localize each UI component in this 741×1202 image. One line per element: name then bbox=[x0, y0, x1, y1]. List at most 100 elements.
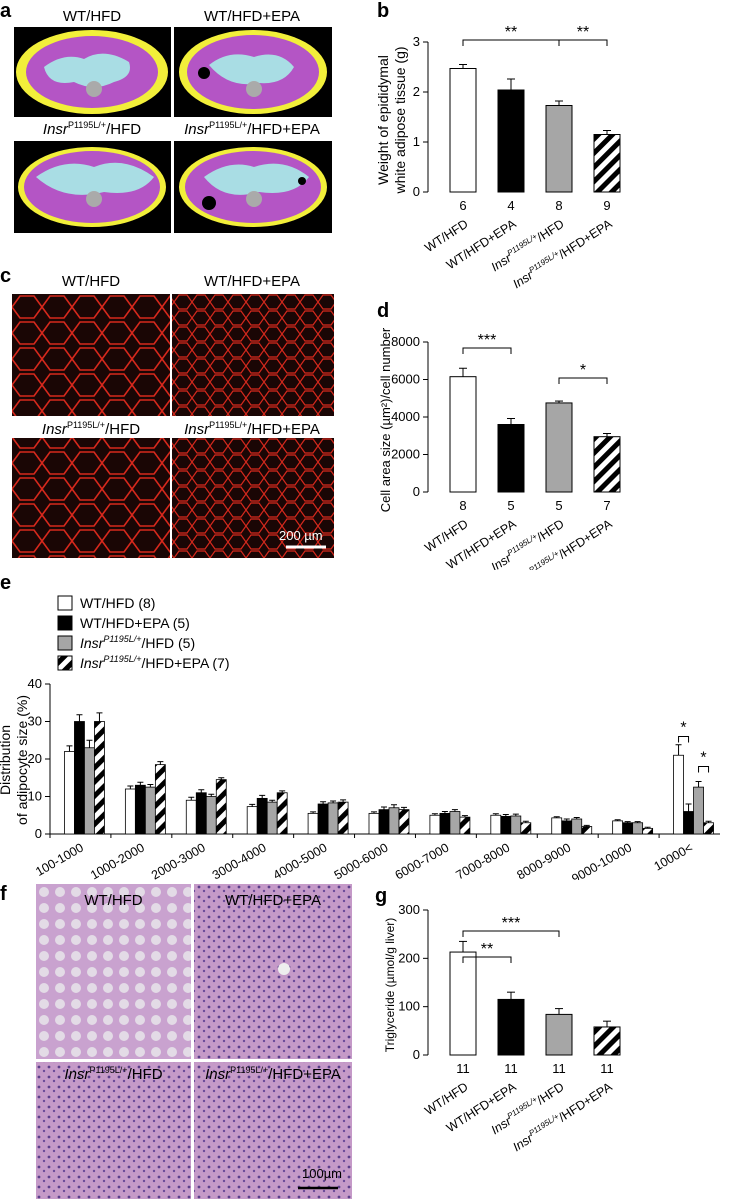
significance-bracket bbox=[558, 39, 608, 46]
bar bbox=[246, 806, 258, 835]
he-label-insr-hfd-epa: InsrP1195L/+/HFD+EPA bbox=[205, 1065, 341, 1083]
y-tick-label: 0 bbox=[413, 484, 420, 499]
bar bbox=[459, 816, 471, 835]
y-axis-label: Cell area size (µm²)/cell number bbox=[378, 327, 393, 512]
bar bbox=[134, 784, 146, 835]
bar bbox=[94, 721, 105, 835]
bar bbox=[490, 814, 502, 835]
y-tick-label: 3 bbox=[413, 34, 420, 49]
stain-image-insr-hfd bbox=[12, 438, 170, 558]
stain-image-insr-hfd-epa bbox=[172, 438, 334, 558]
bar bbox=[612, 820, 624, 835]
he-label-wt-hfd-epa: WT/HFD+EPA bbox=[225, 892, 321, 909]
bar bbox=[449, 951, 477, 1056]
significance-label: * bbox=[680, 720, 686, 737]
category-label: 5000-6000 bbox=[332, 840, 391, 880]
he-image-wt-hfd bbox=[36, 884, 191, 1059]
significance-label: *** bbox=[478, 332, 497, 349]
category-label: 100-1000 bbox=[33, 840, 86, 879]
y-tick-label: 8000 bbox=[391, 334, 420, 349]
bar bbox=[378, 809, 390, 835]
bar bbox=[388, 807, 400, 835]
chart-b: 0 1 2 3 Weight of epididymal white adipose ti… bbox=[375, 24, 621, 290]
bar bbox=[64, 751, 75, 835]
y-tick-label: 2000 bbox=[391, 447, 420, 462]
bar bbox=[545, 402, 573, 493]
bar bbox=[581, 826, 593, 835]
bar bbox=[124, 788, 136, 835]
bar bbox=[449, 68, 477, 193]
bar bbox=[593, 1026, 621, 1056]
n-label: 11 bbox=[504, 1061, 518, 1076]
legend-swatch bbox=[57, 615, 73, 631]
n-label: 5 bbox=[507, 498, 514, 513]
significance-label: ** bbox=[481, 941, 493, 958]
n-label: 9 bbox=[603, 198, 610, 213]
y-tick-label: 30 bbox=[28, 714, 42, 729]
bar bbox=[571, 818, 583, 835]
bar bbox=[398, 809, 410, 835]
y-tick-label: 40 bbox=[28, 676, 42, 691]
bar bbox=[642, 827, 654, 835]
stain-image-grid bbox=[12, 294, 334, 558]
bar bbox=[215, 779, 227, 835]
n-label: 11 bbox=[456, 1061, 470, 1076]
bar bbox=[497, 424, 525, 493]
y-tick-label: 100 bbox=[398, 999, 420, 1014]
bar bbox=[545, 1013, 573, 1056]
stain-label-insr-hfd-epa: InsrP1195L/+/HFD+EPA bbox=[184, 420, 320, 438]
significance-label: ** bbox=[505, 24, 517, 41]
significance-label: * bbox=[700, 750, 706, 767]
ct-label-insr-hfd: InsrP1195L/+/HFD bbox=[42, 120, 142, 138]
bar bbox=[497, 998, 525, 1056]
legend-swatch bbox=[57, 635, 73, 651]
significance-bracket bbox=[558, 377, 608, 384]
category-label: 4000-5000 bbox=[271, 840, 330, 880]
bar bbox=[327, 802, 339, 835]
bar bbox=[195, 792, 207, 835]
bar bbox=[622, 822, 634, 835]
bar bbox=[500, 815, 512, 835]
he-image-insr-hfd bbox=[36, 1062, 191, 1199]
significance-bracket bbox=[698, 766, 710, 773]
bar bbox=[551, 817, 563, 835]
category-label: 2000-3000 bbox=[149, 840, 208, 880]
bar bbox=[84, 747, 95, 835]
significance-bracket bbox=[462, 930, 560, 937]
bar bbox=[368, 812, 380, 835]
bar bbox=[693, 786, 704, 835]
bar bbox=[439, 812, 451, 835]
category-label: 1000-2000 bbox=[88, 840, 147, 880]
panel-letter-d: d bbox=[377, 300, 390, 322]
y-tick-label: 300 bbox=[398, 902, 420, 917]
bar bbox=[154, 764, 166, 835]
category-label: 7000-8000 bbox=[454, 840, 513, 880]
bar bbox=[632, 822, 644, 835]
legend-label: WT/HFD (8) bbox=[80, 595, 155, 611]
bar bbox=[703, 822, 714, 835]
category-label: 6000-7000 bbox=[393, 840, 452, 880]
y-axis-label: white adipose tissue (g) bbox=[392, 46, 408, 194]
significance-bracket bbox=[678, 736, 690, 743]
panel-letter-f: f bbox=[0, 883, 7, 905]
he-image-wt-hfd-epa bbox=[194, 884, 352, 1059]
legend-label: InsrP1195L/+/HFD (5) bbox=[80, 634, 195, 651]
bar bbox=[317, 803, 329, 835]
y-tick-label: 6000 bbox=[391, 372, 420, 387]
y-tick-label: 2 bbox=[413, 84, 420, 99]
panel-letter-c: c bbox=[0, 265, 12, 287]
ct-label-wt-hfd: WT/HFD bbox=[62, 8, 122, 25]
bar bbox=[337, 801, 349, 835]
he-scale-label: 100µm bbox=[302, 1166, 343, 1181]
stain-scale-label: 200 µm bbox=[279, 528, 323, 543]
bar bbox=[673, 754, 684, 835]
n-label: 5 bbox=[555, 498, 562, 513]
n-label: 11 bbox=[600, 1061, 614, 1076]
panel-letter-a: a bbox=[0, 0, 12, 22]
category-label: 9000-10000 bbox=[569, 840, 634, 880]
significance-label: *** bbox=[502, 915, 521, 932]
bar bbox=[256, 797, 268, 835]
bar bbox=[144, 786, 156, 835]
panel-letter-g: g bbox=[375, 885, 388, 907]
